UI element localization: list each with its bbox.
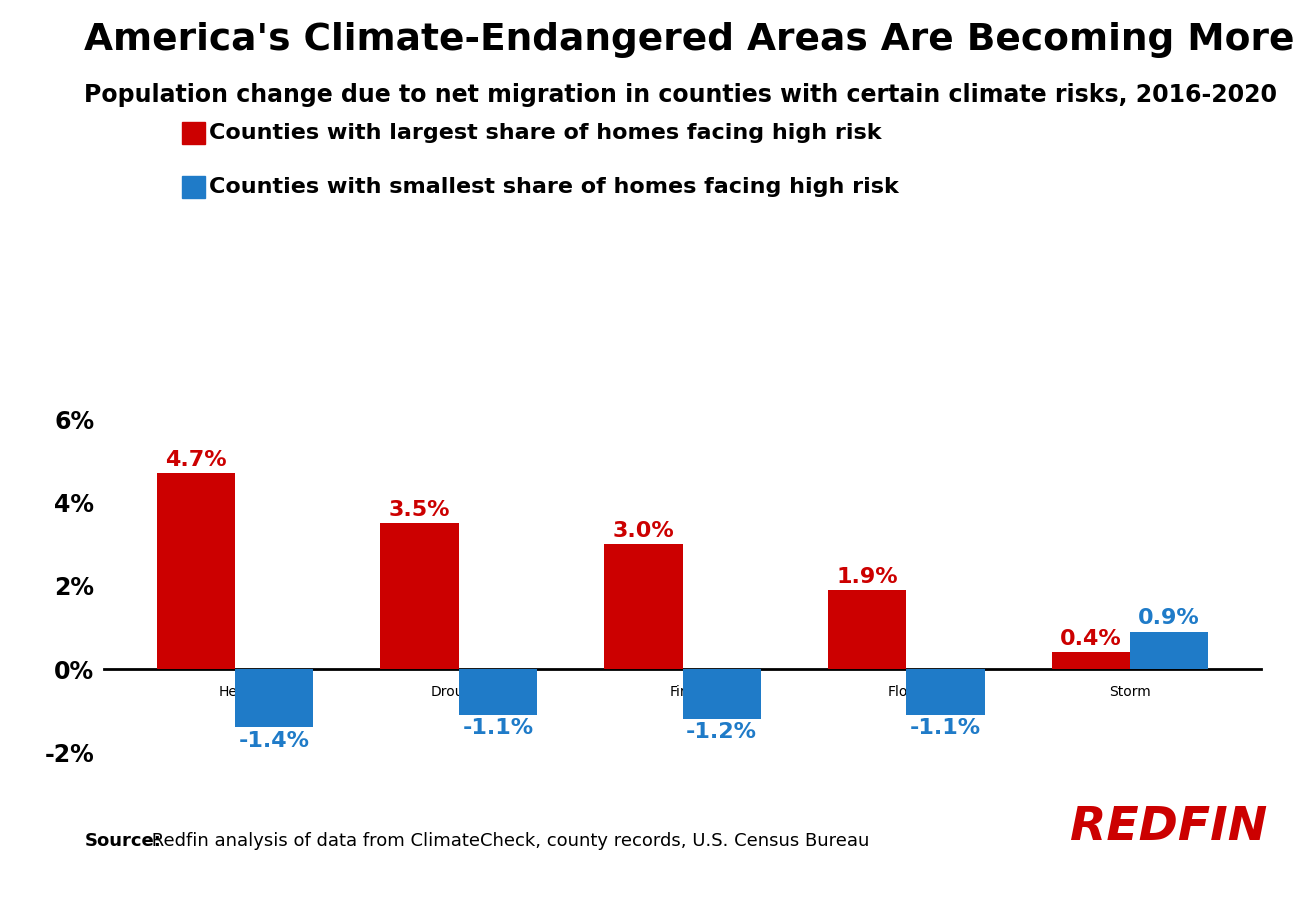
Text: America's Climate-Endangered Areas Are Becoming More Populous: America's Climate-Endangered Areas Are B… <box>84 22 1300 58</box>
Text: -1.1%: -1.1% <box>910 718 982 738</box>
Text: Source:: Source: <box>84 832 161 850</box>
Bar <box>1052 653 1130 669</box>
Bar <box>235 669 313 727</box>
Text: Redfin analysis of data from ClimateCheck, county records, U.S. Census Bureau: Redfin analysis of data from ClimateChec… <box>147 832 870 850</box>
Bar <box>682 669 760 719</box>
Bar <box>604 544 682 669</box>
Text: 3.5%: 3.5% <box>389 500 450 520</box>
Text: Population change due to net migration in counties with certain climate risks, 2: Population change due to net migration i… <box>84 83 1278 107</box>
Text: Counties with largest share of homes facing high risk: Counties with largest share of homes fac… <box>209 123 881 143</box>
Text: 1.9%: 1.9% <box>836 566 898 587</box>
Text: -1.1%: -1.1% <box>463 718 533 738</box>
Text: -1.4%: -1.4% <box>239 731 309 751</box>
Text: -1.2%: -1.2% <box>686 722 757 743</box>
Bar <box>156 474 235 669</box>
Text: Counties with smallest share of homes facing high risk: Counties with smallest share of homes fa… <box>209 177 900 197</box>
Bar <box>1130 632 1209 669</box>
Bar <box>459 669 537 715</box>
Text: 0.9%: 0.9% <box>1139 609 1200 628</box>
Text: 0.4%: 0.4% <box>1060 629 1122 649</box>
Bar <box>381 523 459 669</box>
Text: 4.7%: 4.7% <box>165 450 226 470</box>
Text: 3.0%: 3.0% <box>612 521 675 541</box>
Text: REDFIN: REDFIN <box>1070 805 1268 850</box>
Bar <box>906 669 984 715</box>
Bar <box>828 590 906 669</box>
